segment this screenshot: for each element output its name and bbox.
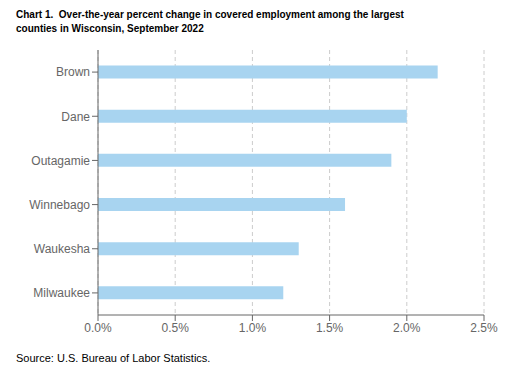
html-text:Chart 1. Over-the-year percent: Chart 1. Over-the-year percent change in… [16,9,404,20]
svg-text:0.0%: 0.0% [84,321,112,335]
svg-text:1.0%: 1.0% [239,321,267,335]
svg-text:2.5%: 2.5% [470,321,498,335]
svg-text:2.0%: 2.0% [393,321,421,335]
html-text:Source: U.S. Bureau of Labor S: Source: U.S. Bureau of Labor Statistics. [16,352,211,364]
html-text:counties in Wisconsin, Septemb: counties in Wisconsin, September 2022 [16,23,204,34]
svg-text:Milwaukee: Milwaukee [33,286,90,300]
svg-text:Dane: Dane [61,110,90,124]
svg-text:Brown: Brown [56,65,90,79]
svg-text:Waukesha: Waukesha [34,242,91,256]
svg-text:Winnebago: Winnebago [29,198,90,212]
svg-text:0.5%: 0.5% [162,321,190,335]
svg-text:Outagamie: Outagamie [31,154,90,168]
svg-text:1.5%: 1.5% [316,321,344,335]
